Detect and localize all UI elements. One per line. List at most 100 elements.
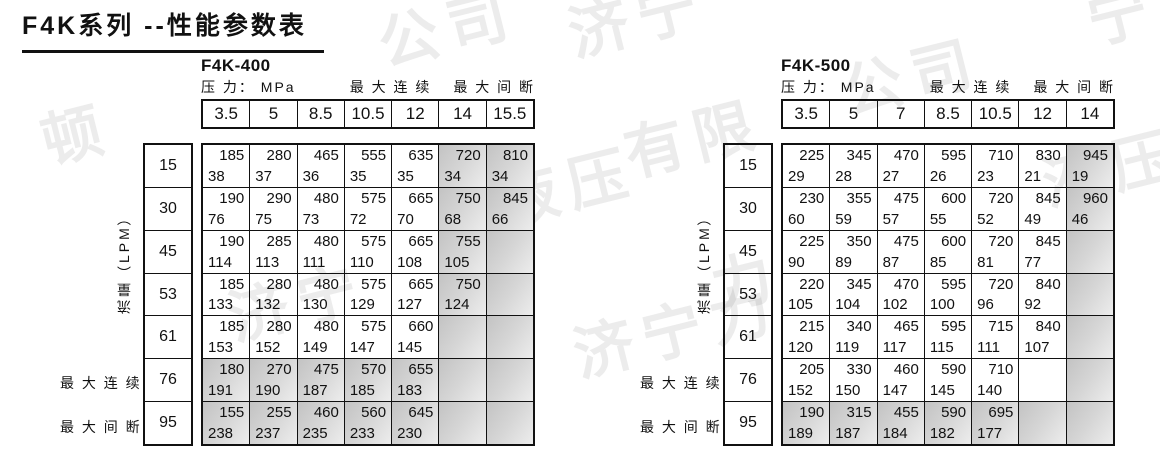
cell-value-bottom: 105 bbox=[444, 253, 470, 271]
cell-value-bottom: 100 bbox=[929, 296, 955, 314]
cell-value-top: 465 bbox=[893, 318, 919, 336]
cell-value-bottom: 73 bbox=[302, 210, 320, 228]
cell-value-bottom: 110 bbox=[349, 253, 374, 271]
cell-value-bottom: 182 bbox=[929, 425, 955, 443]
cell-value-top bbox=[487, 317, 533, 336]
table-row: 185 133 280 132 480 130 575 129 665 127 750 124 bbox=[203, 273, 533, 317]
data-cell: 190 114 bbox=[203, 230, 251, 273]
data-cell: 720 52 bbox=[972, 187, 1020, 230]
cell-value-bottom: 187 bbox=[302, 382, 328, 400]
data-cell: 155 238 bbox=[203, 402, 251, 445]
cell-value-bottom: 111 bbox=[302, 253, 326, 271]
data-cell: 330 150 bbox=[830, 359, 878, 402]
data-cell: 655 183 bbox=[392, 359, 440, 402]
pressure-header-cell: 12 bbox=[1019, 101, 1067, 127]
cell-value-top: 750 bbox=[455, 189, 481, 207]
data-cell: 665 127 bbox=[392, 273, 440, 316]
cell-value-bottom: 38 bbox=[208, 167, 225, 185]
cell-value-bottom: 117 bbox=[882, 339, 907, 357]
cell-value-bottom: 130 bbox=[302, 296, 328, 314]
cell-value-bottom bbox=[487, 381, 533, 400]
cell-value-top: 575 bbox=[361, 232, 387, 250]
cell-value-top: 665 bbox=[408, 275, 434, 293]
data-cell bbox=[439, 402, 487, 445]
table-row: 190 189 315 187 455 184 590 182 695 177 bbox=[783, 402, 1113, 445]
cell-value-top: 185 bbox=[219, 318, 245, 336]
page-title: F4K系列 --性能参数表 bbox=[22, 6, 324, 53]
cell-value-bottom: 21 bbox=[1024, 167, 1042, 185]
cell-value-top bbox=[487, 275, 533, 294]
watermark-text: 宁 bbox=[1080, 0, 1160, 57]
cell-value-bottom: 187 bbox=[835, 425, 861, 443]
data-cell: 180 191 bbox=[203, 359, 251, 402]
cell-value-bottom: 76 bbox=[208, 210, 225, 228]
cell-value-bottom: 27 bbox=[882, 167, 900, 185]
pressure-header-cell: 3.5 bbox=[203, 101, 251, 127]
flow-value-cell: 76 bbox=[725, 359, 771, 403]
cell-value-bottom: 29 bbox=[788, 167, 805, 185]
cell-value-bottom: 145 bbox=[929, 382, 955, 400]
cell-value-bottom bbox=[1067, 381, 1113, 400]
pressure-header-cell: 5 bbox=[250, 101, 298, 127]
data-cell: 205 152 bbox=[783, 359, 831, 402]
cell-value-bottom: 36 bbox=[302, 167, 320, 185]
max-intermittent-label: 最 大 间 断 bbox=[453, 79, 535, 95]
data-cell: 595 26 bbox=[925, 145, 973, 187]
table-row: 190 76 290 75 480 73 575 72 665 70 750 68 845 66 bbox=[203, 187, 533, 231]
data-cell: 575 72 bbox=[345, 187, 393, 230]
cell-value-bottom: 81 bbox=[977, 253, 994, 271]
cell-value-bottom: 238 bbox=[208, 425, 234, 443]
cell-value-bottom: 87 bbox=[882, 253, 900, 271]
cell-value-bottom: 35 bbox=[397, 167, 414, 185]
cell-value-bottom: 124 bbox=[444, 296, 470, 314]
cell-value-bottom: 96 bbox=[977, 296, 994, 314]
cell-value-bottom: 68 bbox=[444, 210, 462, 228]
cell-value-top: 945 bbox=[1082, 147, 1108, 164]
cell-value-top: 710 bbox=[988, 147, 1014, 164]
cell-value-bottom: 152 bbox=[255, 339, 281, 357]
flow-value-cell: 95 bbox=[159, 414, 177, 432]
cell-value-top: 460 bbox=[893, 361, 919, 379]
data-cell: 480 111 bbox=[298, 230, 345, 273]
cell-value-bottom bbox=[1019, 424, 1065, 443]
cell-value-bottom: 23 bbox=[977, 167, 994, 185]
cell-value-top: 215 bbox=[799, 318, 825, 336]
flow-value-cell: 30 bbox=[145, 188, 191, 231]
cell-value-top: 555 bbox=[361, 147, 387, 164]
cell-value-top: 660 bbox=[408, 318, 434, 336]
cell-value-top: 840 bbox=[1035, 275, 1061, 293]
cell-value-top: 185 bbox=[219, 147, 245, 164]
flow-value-cell: 45 bbox=[145, 231, 191, 274]
cell-value-top: 645 bbox=[408, 404, 434, 422]
data-cell: 710 140 bbox=[972, 359, 1020, 402]
data-cell: 755 105 bbox=[439, 230, 487, 273]
data-cell: 470 27 bbox=[878, 145, 925, 187]
cell-value-bottom: 90 bbox=[788, 253, 805, 271]
cell-value-bottom: 35 bbox=[349, 167, 367, 185]
data-cell: 470 102 bbox=[878, 273, 925, 316]
cell-value-top: 830 bbox=[1035, 147, 1061, 164]
data-cell: 290 75 bbox=[250, 187, 298, 230]
pressure-header-cell: 12 bbox=[392, 101, 440, 127]
cell-value-top: 480 bbox=[313, 275, 339, 293]
flow-axis-label: 流量（LPM） bbox=[116, 208, 132, 315]
data-cell: 350 89 bbox=[830, 230, 878, 273]
cell-value-top: 480 bbox=[313, 232, 339, 250]
table-block-f4k-400: F4K-400 压 力： MPa 最 大 连 续 最 大 间 断 3.5 5 8.5… bbox=[60, 56, 540, 456]
data-cell: 845 49 bbox=[1019, 187, 1067, 230]
data-cell: 345 104 bbox=[830, 273, 878, 316]
cell-value-bottom: 129 bbox=[349, 296, 375, 314]
data-cell: 660 145 bbox=[392, 316, 440, 359]
cell-value-top: 600 bbox=[941, 189, 967, 207]
cell-value-top: 350 bbox=[846, 232, 872, 250]
cell-value-top bbox=[1067, 317, 1113, 336]
data-cell: 945 19 bbox=[1066, 145, 1113, 187]
column-legend: 最 大 连 续 最 大 间 断 bbox=[350, 77, 535, 97]
cell-value-bottom bbox=[487, 424, 533, 443]
cell-value-top: 230 bbox=[799, 189, 825, 207]
data-cell: 455 184 bbox=[877, 402, 925, 445]
cell-value-top: 340 bbox=[846, 318, 872, 336]
cell-value-top: 845 bbox=[1035, 232, 1061, 250]
data-grid: 225 29 345 28 470 27 595 26 710 23 830 21 945 19 230 60… bbox=[781, 143, 1115, 446]
cell-value-top: 470 bbox=[893, 147, 919, 164]
